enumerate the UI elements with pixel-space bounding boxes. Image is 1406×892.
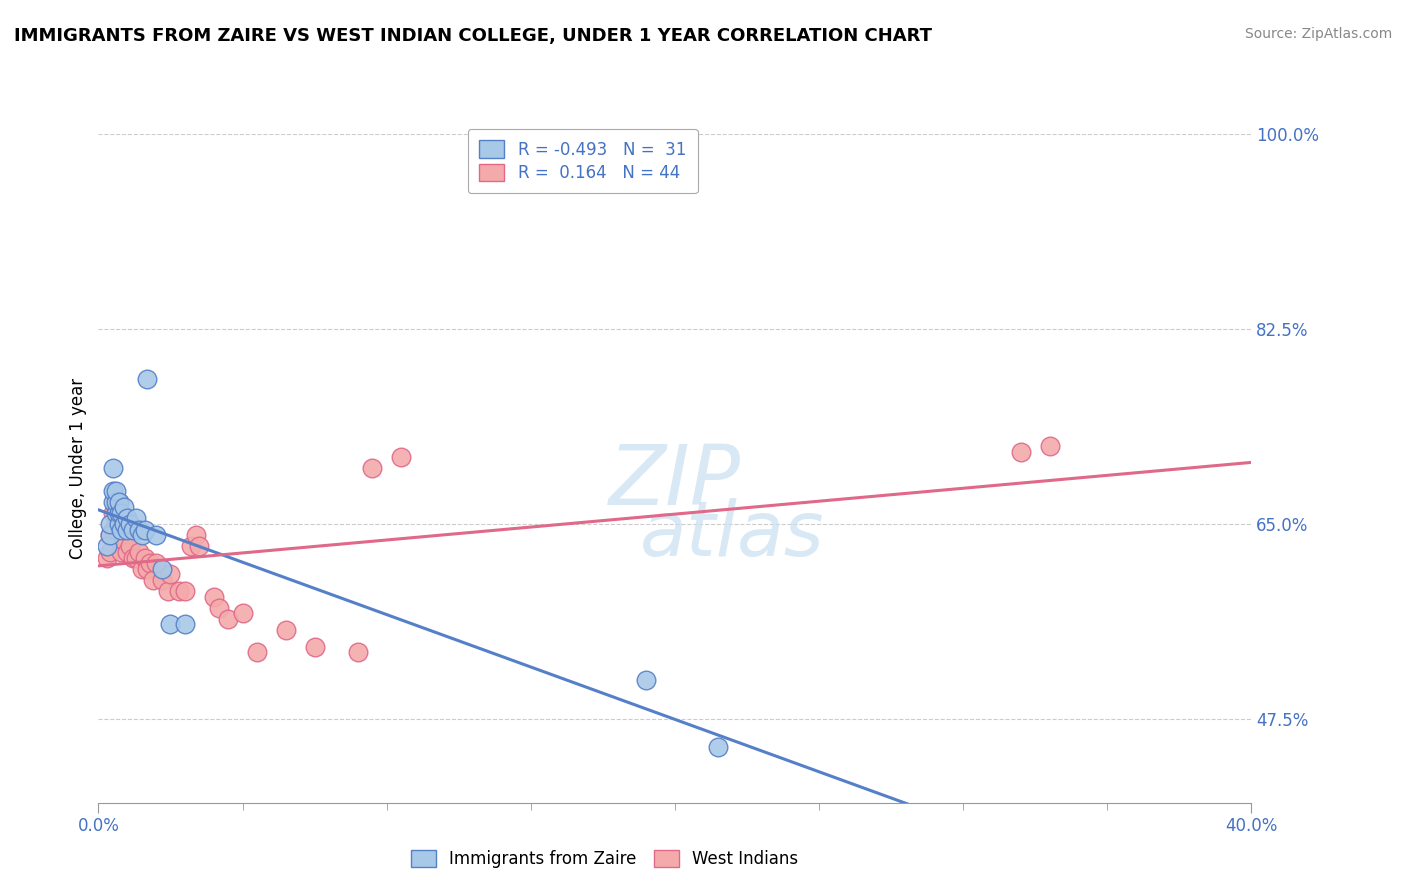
Point xyxy=(707,740,730,755)
Point xyxy=(101,523,124,537)
Point xyxy=(134,550,156,565)
Point xyxy=(98,545,121,559)
Point xyxy=(107,495,129,509)
Point xyxy=(274,623,297,637)
Point xyxy=(98,528,121,542)
Text: ZIP: ZIP xyxy=(609,442,741,522)
Point xyxy=(361,461,384,475)
Point xyxy=(156,584,179,599)
Point xyxy=(104,495,127,509)
Point xyxy=(107,506,129,520)
Point xyxy=(122,550,145,565)
Point xyxy=(128,523,150,537)
Text: IMMIGRANTS FROM ZAIRE VS WEST INDIAN COLLEGE, UNDER 1 YEAR CORRELATION CHART: IMMIGRANTS FROM ZAIRE VS WEST INDIAN COL… xyxy=(14,27,932,45)
Point xyxy=(98,517,121,532)
Point xyxy=(231,607,254,621)
Point xyxy=(110,506,132,520)
Point xyxy=(389,450,412,465)
Point xyxy=(145,556,167,570)
Point xyxy=(96,540,118,554)
Point xyxy=(159,567,181,582)
Point xyxy=(304,640,326,654)
Point xyxy=(112,517,135,532)
Point xyxy=(125,550,148,565)
Point xyxy=(134,523,156,537)
Text: Source: ZipAtlas.com: Source: ZipAtlas.com xyxy=(1244,27,1392,41)
Point xyxy=(110,523,132,537)
Point xyxy=(346,645,368,659)
Point xyxy=(150,562,173,576)
Point xyxy=(131,528,153,542)
Point xyxy=(145,528,167,542)
Point xyxy=(136,372,159,386)
Point xyxy=(117,545,139,559)
Point xyxy=(246,645,269,659)
Point xyxy=(101,483,124,498)
Point xyxy=(96,550,118,565)
Point xyxy=(136,562,159,576)
Point xyxy=(208,600,231,615)
Point xyxy=(112,533,135,548)
Point xyxy=(186,528,208,542)
Point xyxy=(112,511,135,525)
Point xyxy=(125,511,148,525)
Y-axis label: College, Under 1 year: College, Under 1 year xyxy=(69,377,87,559)
Point xyxy=(122,523,145,537)
Point xyxy=(101,506,124,520)
Point xyxy=(107,495,129,509)
Legend: Immigrants from Zaire, West Indians: Immigrants from Zaire, West Indians xyxy=(405,843,804,875)
Point xyxy=(117,523,139,537)
Point xyxy=(202,590,225,604)
Point xyxy=(120,540,142,554)
Point xyxy=(117,511,139,525)
Point xyxy=(150,573,173,587)
Point xyxy=(131,562,153,576)
Point xyxy=(120,517,142,532)
Point xyxy=(174,617,197,632)
Point xyxy=(101,495,124,509)
Point xyxy=(142,573,165,587)
Point xyxy=(98,528,121,542)
Point xyxy=(104,517,127,532)
Point xyxy=(167,584,190,599)
Point xyxy=(107,517,129,532)
Point xyxy=(1038,439,1062,453)
Point xyxy=(104,483,127,498)
Point xyxy=(112,500,135,515)
Point xyxy=(217,612,239,626)
Point xyxy=(104,500,127,515)
Point xyxy=(159,617,181,632)
Point xyxy=(107,517,129,532)
Point xyxy=(139,556,162,570)
Point xyxy=(110,545,132,559)
Point xyxy=(104,506,127,520)
Legend: R = -0.493   N =  31, R =  0.164   N = 44: R = -0.493 N = 31, R = 0.164 N = 44 xyxy=(468,128,697,194)
Point xyxy=(188,540,211,554)
Text: atlas: atlas xyxy=(640,499,825,572)
Point xyxy=(174,584,197,599)
Point xyxy=(110,511,132,525)
Point xyxy=(128,545,150,559)
Point xyxy=(180,540,202,554)
Point xyxy=(101,461,124,475)
Point xyxy=(636,673,658,688)
Point xyxy=(1010,444,1032,458)
